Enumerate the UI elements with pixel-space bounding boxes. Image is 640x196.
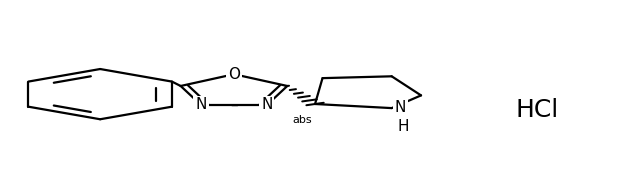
Text: H: H (397, 119, 409, 134)
Text: HCl: HCl (515, 98, 558, 122)
Text: N: N (261, 97, 273, 113)
Text: abs: abs (292, 115, 312, 125)
Text: N: N (195, 97, 207, 113)
Text: N: N (395, 100, 406, 115)
Text: O: O (228, 67, 240, 82)
Text: –: – (230, 97, 238, 113)
